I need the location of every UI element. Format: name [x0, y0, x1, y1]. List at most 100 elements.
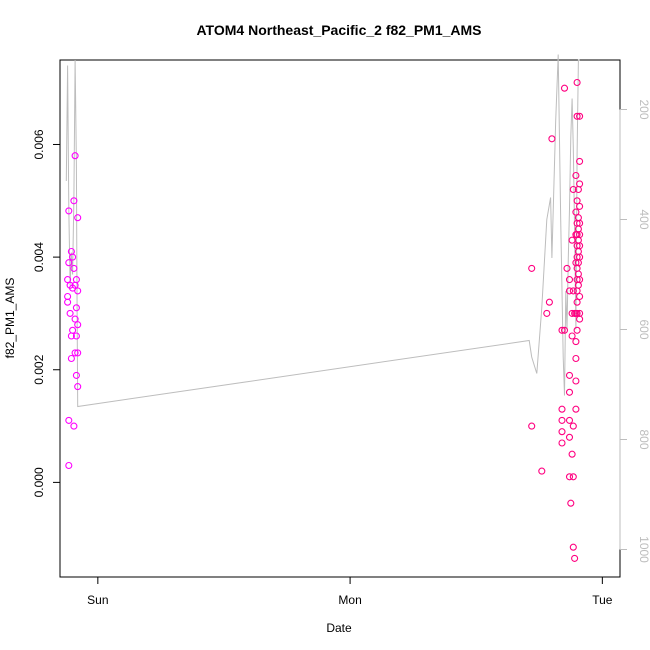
- data-point: [72, 276, 80, 284]
- data-point: [573, 309, 581, 317]
- data-point: [72, 371, 80, 379]
- data-point: [558, 405, 566, 413]
- data-point: [567, 499, 575, 507]
- data-point: [64, 292, 72, 301]
- data-point: [573, 298, 581, 306]
- data-point: [576, 180, 584, 188]
- data-point: [565, 276, 574, 284]
- chart-title: ATOM4 Northeast_Pacific_2 f82_PM1_AMS: [196, 22, 481, 38]
- data-point: [569, 473, 577, 481]
- data-point: [571, 554, 579, 562]
- data-point: [74, 383, 82, 391]
- data-point: [560, 84, 569, 92]
- data-point: [72, 304, 80, 312]
- data-point: [569, 185, 577, 194]
- data-point: [576, 231, 584, 239]
- data-point: [573, 78, 581, 87]
- data-point: [558, 326, 566, 334]
- data-point: [565, 416, 574, 424]
- data-point: [528, 264, 536, 272]
- data-point: [558, 439, 566, 447]
- data-point: [576, 315, 584, 323]
- plot-frame: [59, 59, 621, 578]
- y2-tick-label: 400: [637, 209, 650, 229]
- x-axis: Sun Mon Tue: [87, 576, 613, 607]
- data-point: [576, 276, 584, 284]
- x-tick-label: Tue: [592, 593, 613, 607]
- data-point: [65, 259, 73, 267]
- data-point: [65, 461, 73, 470]
- data-point: [572, 338, 580, 346]
- points-layer: [64, 78, 584, 562]
- x-tick-label: Sun: [87, 593, 108, 607]
- data-point: [565, 473, 574, 481]
- data-point: [74, 287, 82, 295]
- data-point: [558, 428, 566, 436]
- data-point: [565, 388, 574, 396]
- data-point: [528, 422, 536, 430]
- data-point: [70, 422, 78, 430]
- data-point: [538, 467, 546, 475]
- data-point: [74, 349, 82, 357]
- data-point: [568, 450, 576, 458]
- y2-tick-label: 600: [637, 319, 650, 339]
- data-point: [70, 197, 78, 205]
- data-point: [576, 219, 584, 227]
- data-point: [573, 112, 581, 120]
- data-point: [543, 309, 551, 317]
- data-point: [572, 405, 580, 413]
- data-point: [576, 202, 584, 210]
- y2-tick-label: 1000: [637, 536, 650, 563]
- y2-axis: 200 400 600 800 1000: [619, 99, 650, 563]
- data-point: [576, 253, 584, 261]
- data-point: [563, 264, 571, 272]
- data-point: [558, 416, 566, 424]
- data-point: [545, 298, 553, 306]
- y-axis-label: f82_PM1_AMS: [3, 278, 17, 359]
- data-point: [72, 332, 80, 340]
- data-point: [572, 171, 580, 180]
- y2-tick-label: 800: [637, 429, 650, 449]
- data-point: [64, 276, 72, 284]
- data-point: [569, 287, 577, 295]
- x-tick-label: Mon: [338, 593, 361, 607]
- data-point: [573, 326, 581, 334]
- data-point: [74, 321, 82, 329]
- data-point: [560, 326, 569, 334]
- data-point: [569, 422, 577, 430]
- data-point: [71, 152, 79, 160]
- data-point: [65, 416, 73, 424]
- y-tick-label: 0.000: [32, 467, 46, 497]
- data-point: [568, 236, 576, 244]
- altitude-line: [65, 54, 580, 408]
- y-axis: 0.000 0.002 0.004 0.006: [32, 129, 61, 497]
- data-point: [67, 354, 75, 363]
- data-point: [572, 354, 580, 363]
- data-point: [74, 214, 82, 222]
- data-point: [576, 112, 584, 120]
- data-point: [565, 371, 574, 379]
- data-point: [70, 264, 78, 272]
- data-point: [569, 543, 577, 551]
- data-point: [66, 309, 74, 317]
- data-point: [565, 287, 574, 295]
- data-point: [573, 197, 581, 205]
- data-point: [565, 433, 574, 441]
- y2-tick-label: 200: [637, 99, 650, 119]
- y-tick-label: 0.006: [32, 129, 46, 159]
- data-point: [568, 332, 576, 340]
- data-point: [65, 207, 73, 215]
- data-point: [568, 309, 576, 317]
- x-axis-label: Date: [326, 621, 352, 635]
- data-point: [576, 157, 584, 165]
- data-point: [576, 242, 584, 250]
- data-point: [548, 135, 556, 143]
- data-point: [572, 377, 580, 385]
- y-tick-label: 0.002: [32, 354, 46, 384]
- data-point: [576, 292, 584, 301]
- data-point: [69, 253, 77, 261]
- data-point: [71, 349, 79, 357]
- data-point: [64, 298, 72, 306]
- y-tick-label: 0.004: [32, 242, 46, 272]
